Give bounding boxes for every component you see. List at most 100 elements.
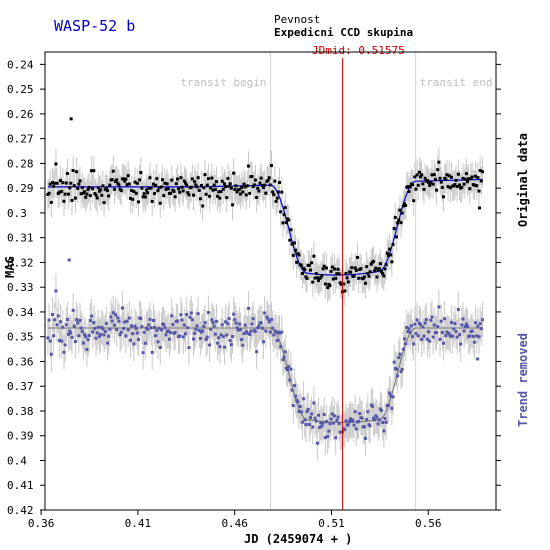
data-point-trend xyxy=(59,320,63,324)
axis-ticks: 0.36 0.41 0.46 0.51 0.56 0.24 0.25 0.26 0.27 0.28… xyxy=(7,58,501,530)
data-point-trend xyxy=(133,324,137,328)
data-point-trend xyxy=(156,340,160,344)
data-point-original xyxy=(72,184,76,188)
data-point-trend xyxy=(325,420,329,424)
data-point-trend xyxy=(70,335,74,339)
data-point-original xyxy=(269,164,273,168)
data-point-trend xyxy=(296,400,300,404)
data-point-original xyxy=(384,263,388,267)
data-point-trend xyxy=(472,340,476,344)
data-point-trend xyxy=(414,332,418,336)
data-point-original xyxy=(396,221,400,225)
data-point-trend xyxy=(297,409,301,413)
data-point-trend xyxy=(118,333,122,337)
data-point-trend xyxy=(60,339,64,343)
x-tick-label: 0.41 xyxy=(125,517,152,530)
data-point-trend xyxy=(202,324,206,328)
data-point-trend xyxy=(243,323,247,327)
data-point-original xyxy=(381,272,385,276)
data-point-trend xyxy=(308,416,312,420)
data-point-trend xyxy=(390,406,394,410)
data-point-trend xyxy=(189,311,193,315)
data-point-original xyxy=(253,178,257,182)
data-point-original xyxy=(469,176,473,180)
data-point-original xyxy=(404,203,408,207)
data-point-trend xyxy=(190,318,194,322)
y-tick-label: 0.32 xyxy=(7,256,34,269)
data-point-original xyxy=(416,183,420,187)
data-point-original xyxy=(170,178,174,182)
data-point-trend xyxy=(55,323,59,327)
data-point-trend xyxy=(54,289,58,293)
data-point-trend xyxy=(155,328,159,332)
data-point-trend xyxy=(169,331,173,335)
data-point-trend xyxy=(372,416,376,420)
transit-begin-label: transit begin xyxy=(180,76,266,89)
data-point-original xyxy=(258,181,262,185)
data-point-trend xyxy=(126,328,130,332)
data-point-original xyxy=(247,164,251,168)
data-point-trend xyxy=(201,329,205,333)
data-point-trend xyxy=(166,329,170,333)
data-point-trend xyxy=(180,318,184,322)
data-point-trend xyxy=(134,327,138,331)
data-point-trend xyxy=(479,327,483,331)
data-point-original xyxy=(69,181,73,185)
data-point-original xyxy=(242,182,246,186)
data-point-original xyxy=(295,260,299,264)
x-tick-label: 0.46 xyxy=(221,517,248,530)
data-point-original xyxy=(448,186,452,190)
data-point-original xyxy=(248,191,252,195)
data-point-trend xyxy=(412,342,416,346)
data-point-trend xyxy=(310,412,314,416)
data-point-trend xyxy=(461,317,465,321)
data-point-trend xyxy=(336,415,340,419)
plot-area-border xyxy=(44,51,497,511)
data-point-original xyxy=(357,276,361,280)
data-point-trend xyxy=(219,333,223,337)
data-point-trend xyxy=(63,343,67,347)
data-point-trend xyxy=(214,319,218,323)
data-point-original xyxy=(94,193,98,197)
data-point-original xyxy=(322,264,326,268)
data-point-original xyxy=(421,182,425,186)
data-point-original xyxy=(431,182,435,186)
data-point-original xyxy=(141,195,145,199)
data-point-original xyxy=(52,184,56,188)
data-point-original xyxy=(147,186,151,190)
data-point-trend xyxy=(175,319,179,323)
data-point-original xyxy=(321,267,325,271)
data-point-original xyxy=(444,177,448,181)
data-point-original xyxy=(104,186,108,190)
data-point-original xyxy=(187,193,191,197)
data-point-original xyxy=(438,176,442,180)
data-point-trend xyxy=(157,326,161,330)
data-point-trend xyxy=(150,350,154,354)
data-point-original xyxy=(263,183,267,187)
data-point-trend xyxy=(115,327,119,331)
data-point-trend xyxy=(444,334,448,338)
data-point-original xyxy=(235,190,239,194)
data-point-trend xyxy=(429,318,433,322)
data-point-original xyxy=(245,184,249,188)
data-point-trend xyxy=(102,333,106,337)
data-point-trend xyxy=(164,333,168,337)
data-point-original xyxy=(407,189,411,193)
data-point-original xyxy=(79,192,83,196)
data-point-trend xyxy=(358,412,362,416)
data-point-original xyxy=(305,276,309,280)
data-point-original xyxy=(224,185,228,189)
data-point-trend xyxy=(391,395,395,399)
data-point-trend xyxy=(249,329,253,333)
data-point-original xyxy=(140,186,144,190)
data-point-trend xyxy=(295,398,299,402)
data-point-trend xyxy=(305,410,309,414)
transit-markers: transit begin transit end xyxy=(180,52,493,510)
data-point-trend xyxy=(302,397,306,401)
data-point-trend xyxy=(304,423,308,427)
data-point-trend xyxy=(334,436,338,440)
data-point-original xyxy=(221,187,225,191)
data-point-trend xyxy=(292,384,296,388)
data-point-original xyxy=(441,195,445,199)
data-point-trend xyxy=(149,326,153,330)
